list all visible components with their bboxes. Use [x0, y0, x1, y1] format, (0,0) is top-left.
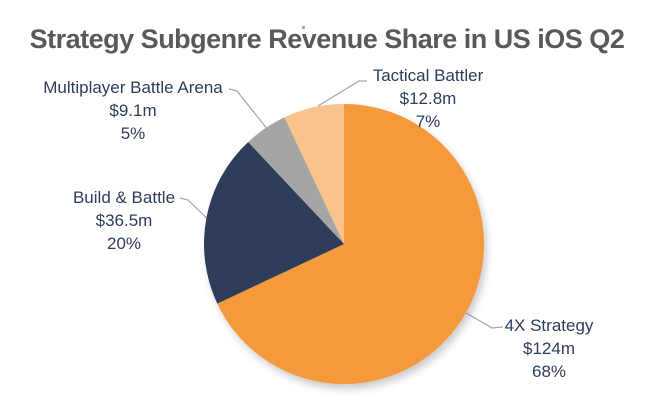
slice-share: 7%: [415, 112, 441, 131]
slice-share: 5%: [120, 124, 146, 143]
slice-revenue: $36.5m: [95, 211, 153, 230]
pie-slice-multiplayer-battle-arena: [248, 117, 344, 244]
title-footnote-dot: [302, 26, 305, 29]
pie-slice-tactical-battler: [284, 104, 344, 244]
slice-label: Tactical Battler: [372, 66, 484, 85]
leader-line-4x-strategy: [465, 312, 504, 329]
label-4x-strategy: 4X Strategy $124m 68%: [449, 314, 649, 383]
slice-revenue: $9.1m: [109, 101, 157, 120]
pie: [203, 104, 484, 385]
slice-revenue: $12.8m: [399, 89, 457, 108]
leader-line-build-battle: [179, 197, 215, 226]
label-build-and-battle: Build & Battle $36.5m 20%: [24, 186, 224, 255]
slice-label: Multiplayer Battle Arena: [43, 78, 223, 97]
pie-slice-build-battle: [203, 141, 344, 304]
leader-lines: [179, 80, 504, 329]
slice-share: 68%: [531, 362, 567, 381]
leader-line-tactical-battler: [317, 80, 367, 107]
slice-label: Build & Battle: [72, 188, 176, 207]
chart-title: Strategy Subgenre Revenue Share in US iO…: [29, 24, 625, 54]
label-tactical-battler: Tactical Battler $12.8m 7%: [328, 64, 528, 133]
slice-revenue: $124m: [523, 339, 575, 358]
pie-slice-4x-strategy: [217, 104, 484, 385]
slice-share: 20%: [106, 234, 142, 253]
slice-label: 4X Strategy: [504, 316, 594, 335]
label-multiplayer-battle-arena: Multiplayer Battle Arena $9.1m 5%: [13, 76, 253, 145]
leader-line-multiplayer-battle-arena: [228, 88, 269, 131]
